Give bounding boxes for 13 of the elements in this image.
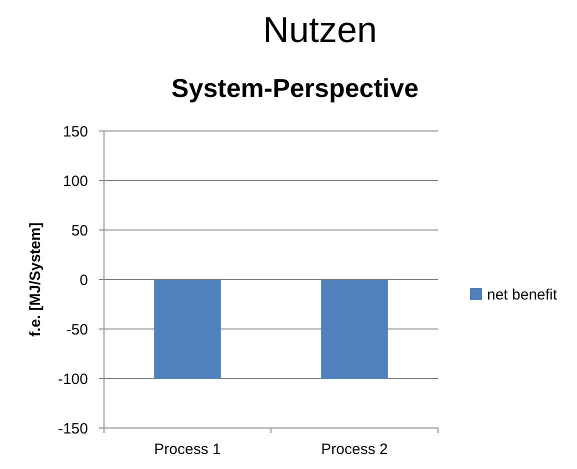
chart-title: Nutzen	[262, 9, 378, 50]
y-tick-label: -50	[66, 321, 88, 338]
y-tick-label: -150	[58, 420, 88, 438]
y-tick-label: 0	[80, 272, 88, 289]
y-tick-label: 50	[71, 222, 88, 240]
x-tick-label: Process 2	[321, 441, 388, 458]
y-tick-label: -100	[58, 370, 88, 388]
y-axis-title: f.e. [MJ/System]	[27, 222, 44, 337]
y-tick-label: 100	[62, 172, 88, 190]
y-tick-label: 150	[62, 123, 88, 140]
chart-subtitle: System-Perspective	[171, 73, 419, 103]
legend-label: net benefit	[487, 286, 558, 304]
x-tick-label: Process 1	[154, 441, 221, 458]
